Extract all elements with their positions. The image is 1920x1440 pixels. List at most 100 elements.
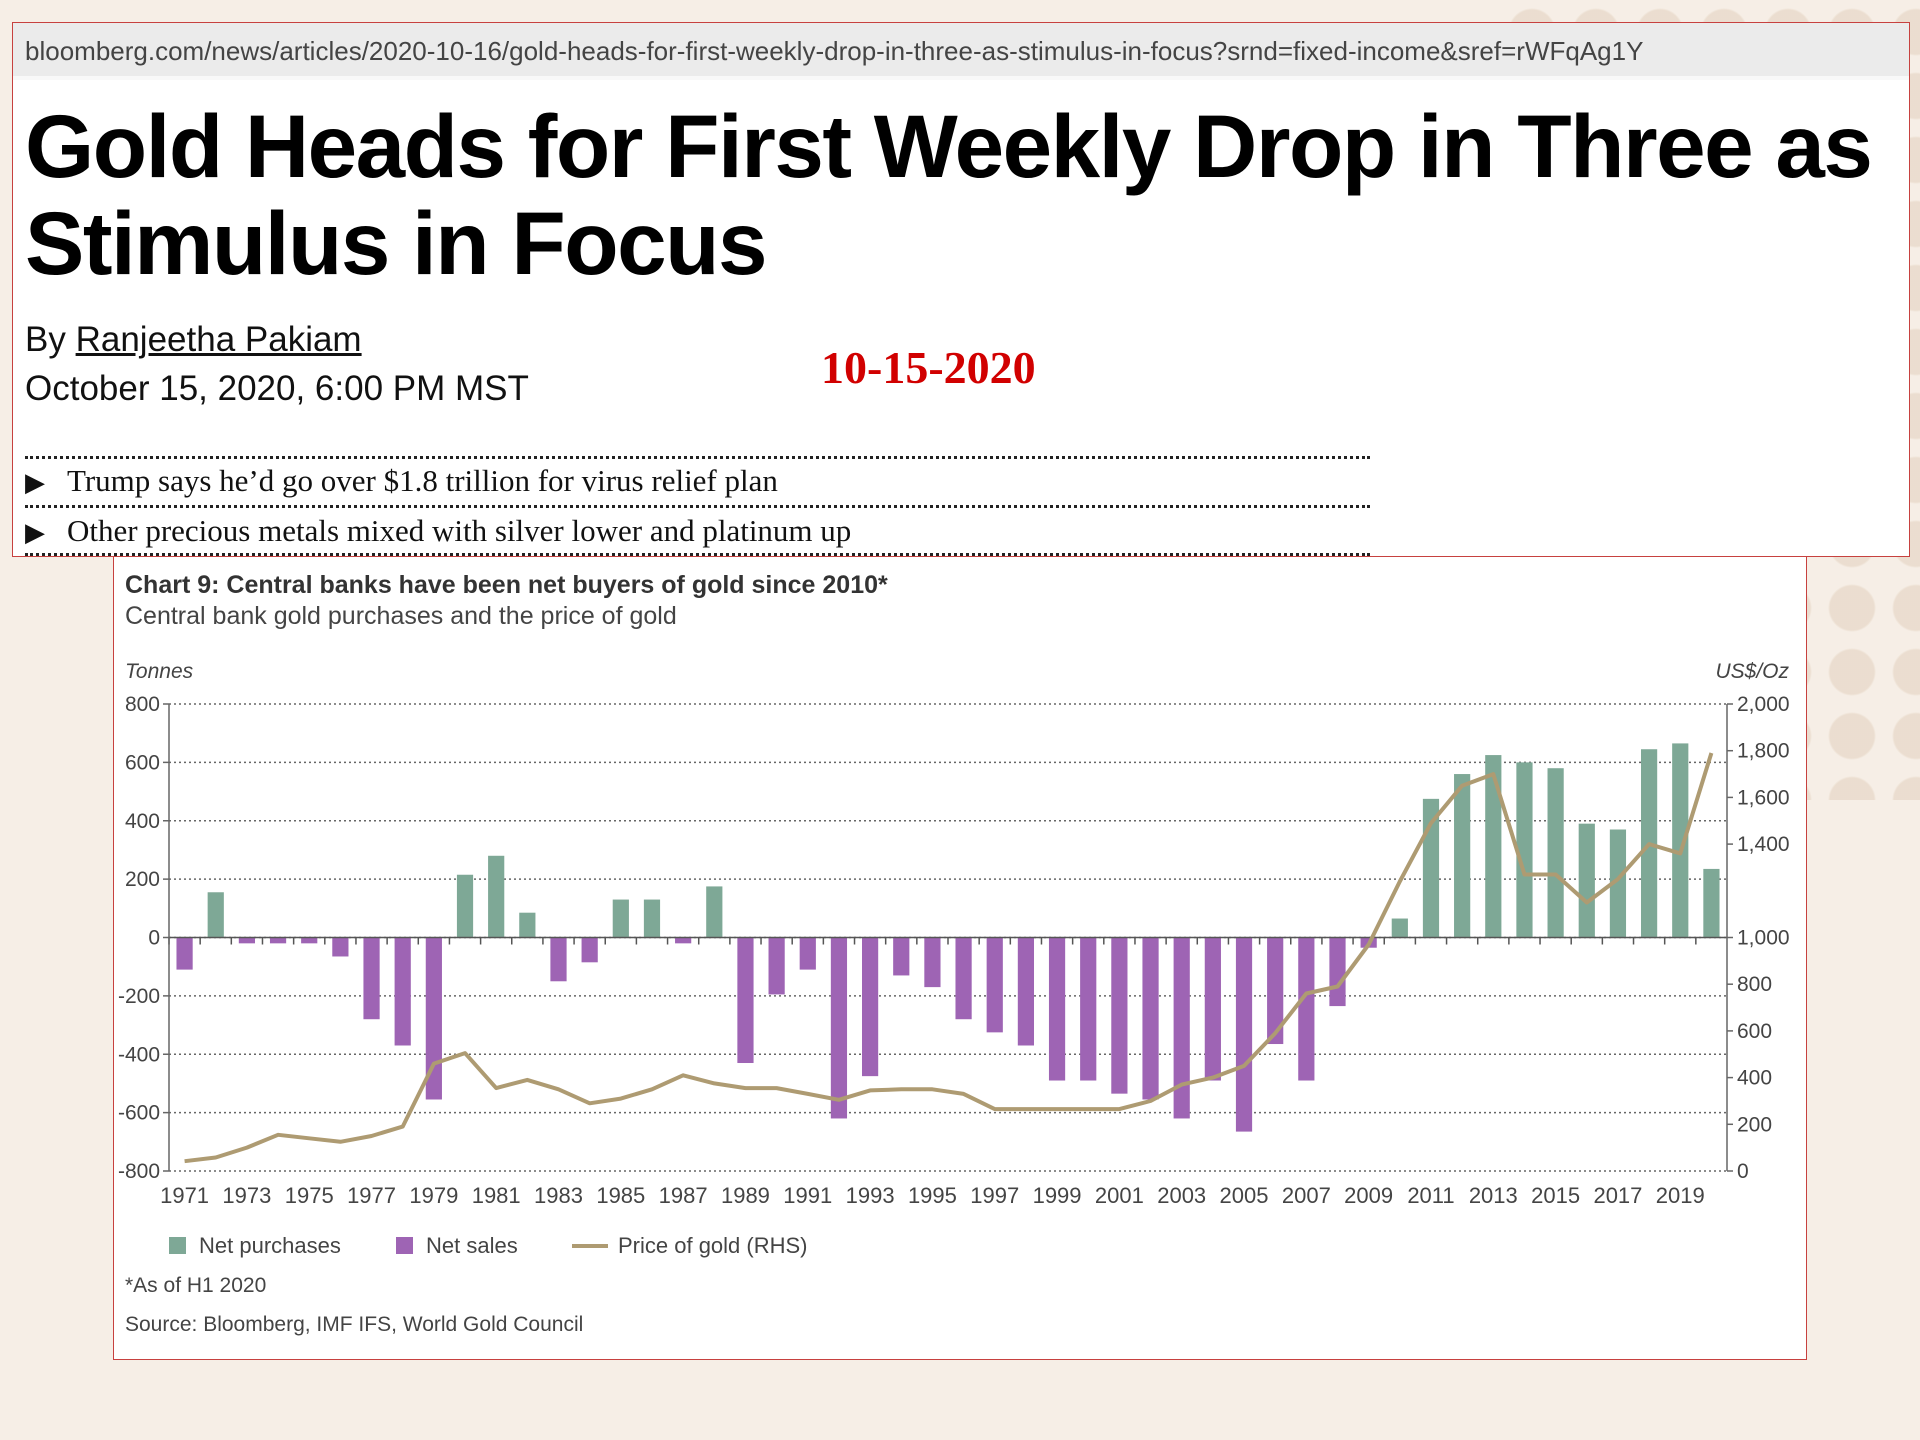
left-axis-tick-label: -600 bbox=[118, 1102, 160, 1125]
bar-net-purchase bbox=[1578, 823, 1595, 938]
x-axis-tick-label: 2015 bbox=[1531, 1183, 1580, 1208]
bar-net-sale bbox=[550, 937, 567, 982]
gold-price-line bbox=[184, 752, 1714, 1164]
left-axis-tick-label: 600 bbox=[125, 751, 160, 774]
bar-net-sale bbox=[893, 937, 910, 976]
x-axis-tick-label: 1979 bbox=[409, 1183, 458, 1208]
right-axis-tick-label: 800 bbox=[1737, 973, 1772, 996]
bar-net-purchase bbox=[1547, 768, 1564, 938]
right-axis-tick-label: 1,400 bbox=[1737, 833, 1790, 856]
x-axis-tick-label: 1997 bbox=[970, 1183, 1019, 1208]
left-axis-tick-label: 200 bbox=[125, 868, 160, 891]
left-axis-tick-label: -400 bbox=[118, 1043, 160, 1066]
chart-source: Source: Bloomberg, IMF IFS, World Gold C… bbox=[125, 1313, 583, 1336]
bar-net-sale bbox=[1329, 937, 1346, 1007]
x-axis-tick-label: 1987 bbox=[659, 1183, 708, 1208]
x-axis-tick-label: 1995 bbox=[908, 1183, 957, 1208]
bar-net-sale bbox=[394, 937, 411, 1046]
bar-net-purchase bbox=[1609, 829, 1627, 938]
author-link[interactable]: Ranjeetha Pakiam bbox=[75, 320, 362, 359]
bar-net-sale bbox=[269, 937, 287, 944]
bar-net-sale bbox=[1298, 937, 1315, 1081]
bar-net-sale bbox=[238, 937, 256, 944]
publish-date: October 15, 2020, 6:00 PM MST bbox=[25, 369, 529, 408]
bullet-text: Other precious metals mixed with silver … bbox=[67, 513, 852, 548]
x-axis-tick-label: 1983 bbox=[534, 1183, 583, 1208]
left-axis-tick-label: 400 bbox=[125, 810, 160, 833]
bar-net-sale bbox=[1111, 937, 1128, 1094]
bar-net-sale bbox=[830, 937, 848, 1119]
bar-net-sale bbox=[1204, 937, 1221, 1081]
bar-net-sale bbox=[581, 937, 598, 963]
left-axis-tick-label: 800 bbox=[125, 693, 160, 716]
bar-net-purchase bbox=[612, 899, 629, 938]
bar-net-purchase bbox=[1422, 798, 1440, 938]
chart-figure: Chart 9: Central banks have been net buy… bbox=[118, 571, 1790, 1336]
right-axis-tick-label: 400 bbox=[1737, 1067, 1772, 1090]
x-axis-tick-label: 2019 bbox=[1656, 1183, 1705, 1208]
right-axis-tick-label: 1,000 bbox=[1737, 927, 1790, 950]
play-triangle-icon: ▶ bbox=[25, 468, 45, 497]
legend-swatch-net-purchases bbox=[169, 1237, 186, 1254]
bar-net-purchase bbox=[488, 855, 505, 938]
left-axis-tick-label: -800 bbox=[118, 1160, 160, 1183]
bullet-item: ▶ Other precious metals mixed with silver… bbox=[25, 513, 851, 549]
bar-net-purchase bbox=[643, 899, 661, 938]
x-axis-tick-label: 2003 bbox=[1157, 1183, 1206, 1208]
bar-net-sale bbox=[768, 937, 785, 995]
x-axis-tick-label: 1975 bbox=[285, 1183, 334, 1208]
right-axis-tick-label: 0 bbox=[1737, 1160, 1749, 1183]
axes: 800 600 400 200 0 -200 -400 -600 -800 2,000 1,800 1… bbox=[118, 693, 1790, 1208]
right-axis-tick-label: 600 bbox=[1737, 1020, 1772, 1043]
bar-net-purchase bbox=[1516, 762, 1533, 938]
bar-series bbox=[176, 743, 1720, 1132]
legend: Net purchases Net sales Price of gold (R… bbox=[169, 1233, 808, 1258]
bar-net-purchase bbox=[519, 912, 536, 938]
bar-net-sale bbox=[924, 937, 941, 988]
x-axis-tick-label: 1991 bbox=[783, 1183, 832, 1208]
url-bar[interactable]: bloomberg.com/news/articles/2020-10-16/g… bbox=[13, 23, 1909, 80]
bar-net-sale bbox=[363, 937, 380, 1020]
x-axis-tick-label: 2011 bbox=[1407, 1183, 1454, 1208]
bar-net-sale bbox=[799, 937, 816, 970]
bar-net-sale bbox=[675, 937, 692, 944]
bar-net-sale bbox=[861, 937, 879, 1077]
bullet-text: Trump says he’d go over $1.8 trillion fo… bbox=[67, 463, 778, 498]
bar-net-sale bbox=[955, 937, 972, 1020]
bullet-item: ▶ Trump says he’d go over $1.8 trillion f… bbox=[25, 463, 778, 499]
x-axis-tick-label: 2007 bbox=[1282, 1183, 1331, 1208]
x-axis-tick-label: 2013 bbox=[1469, 1183, 1518, 1208]
legend-swatch-net-sales bbox=[396, 1237, 413, 1254]
left-axis-unit: Tonnes bbox=[125, 660, 194, 683]
date-annotation: 10-15-2020 bbox=[821, 342, 1036, 393]
x-axis-tick-label: 2005 bbox=[1220, 1183, 1269, 1208]
right-axis-tick-label: 2,000 bbox=[1737, 693, 1790, 716]
x-axis-tick-label: 1971 bbox=[160, 1183, 209, 1208]
right-axis-unit: US$/Oz bbox=[1715, 660, 1789, 683]
x-axis-tick-label: 2001 bbox=[1095, 1183, 1144, 1208]
x-axis-tick-label: 2009 bbox=[1344, 1183, 1393, 1208]
legend-label-gold-price: Price of gold (RHS) bbox=[618, 1233, 808, 1258]
left-axis-tick-label: -200 bbox=[118, 985, 160, 1008]
right-axis-tick-label: 200 bbox=[1737, 1113, 1772, 1136]
legend-label-net-sales: Net sales bbox=[426, 1233, 518, 1258]
x-axis-tick-label: 1999 bbox=[1033, 1183, 1082, 1208]
legend-label-net-purchases: Net purchases bbox=[199, 1233, 341, 1258]
bar-net-sale bbox=[425, 937, 442, 1100]
bar-net-purchase bbox=[1672, 743, 1689, 938]
bar-net-purchase bbox=[1391, 918, 1408, 938]
byline: By Ranjeetha Pakiam bbox=[25, 320, 362, 360]
bar-net-sale bbox=[1235, 937, 1253, 1132]
right-axis-tick-label: 1,600 bbox=[1737, 786, 1790, 809]
x-axis-tick-label: 1977 bbox=[347, 1183, 396, 1208]
x-axis-tick-label: 1993 bbox=[846, 1183, 895, 1208]
bar-net-sale bbox=[1080, 937, 1097, 1081]
bar-net-purchase bbox=[1485, 755, 1502, 938]
bar-net-sale bbox=[301, 937, 318, 944]
play-triangle-icon: ▶ bbox=[25, 518, 45, 547]
article-screenshot: bloomberg.com/news/articles/2020-10-16/g… bbox=[12, 22, 1910, 557]
chart-panel: Chart 9: Central banks have been net buy… bbox=[113, 557, 1807, 1360]
price-line-series bbox=[184, 752, 1714, 1164]
bar-net-purchase bbox=[207, 892, 224, 938]
bar-net-purchase bbox=[1703, 868, 1720, 938]
